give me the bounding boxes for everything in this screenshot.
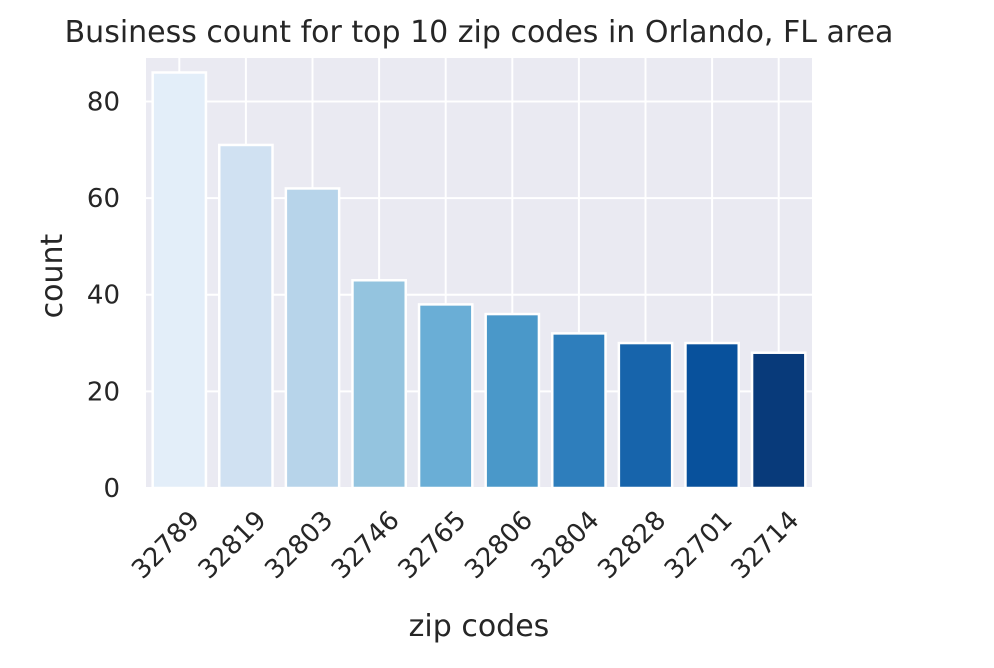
x-tick-label: 32828: [592, 505, 672, 585]
x-tick-label: 32765: [393, 505, 473, 585]
y-tick-label: 0: [103, 474, 120, 504]
x-tick-label: 32701: [659, 505, 739, 585]
x-tick-label: 32746: [326, 505, 406, 585]
bar-32806: [484, 312, 541, 490]
chart-title: Business count for top 10 zip codes in O…: [65, 15, 894, 50]
y-tick-label: 80: [87, 87, 120, 117]
bar-32746: [351, 278, 407, 490]
x-tick-label: 32804: [526, 505, 606, 585]
y-tick-labels: 0 20 40 60 80: [87, 87, 120, 504]
bar-32804: [551, 332, 607, 490]
x-tick-label: 32803: [259, 505, 339, 585]
y-axis-label: count: [35, 233, 70, 318]
bar-32701: [684, 341, 740, 490]
x-tick-label: 32819: [193, 505, 273, 585]
bar-32789: [151, 71, 208, 490]
y-tick-label: 40: [87, 281, 120, 311]
bar-32765: [417, 303, 474, 490]
x-tick-labels: 3278932819328033274632765328063280432828…: [126, 505, 805, 585]
bar-32803: [284, 187, 341, 490]
bar-32714: [750, 351, 807, 490]
bars: [151, 71, 807, 490]
y-tick-label: 60: [87, 184, 120, 214]
y-tick-label: 20: [87, 377, 120, 407]
x-tick-label: 32806: [459, 505, 539, 585]
x-tick-label: 32714: [726, 505, 806, 585]
x-axis-label: zip codes: [409, 609, 550, 644]
bar-32828: [617, 341, 674, 490]
bar-32819: [218, 143, 274, 490]
x-tick-label: 32789: [126, 505, 206, 585]
